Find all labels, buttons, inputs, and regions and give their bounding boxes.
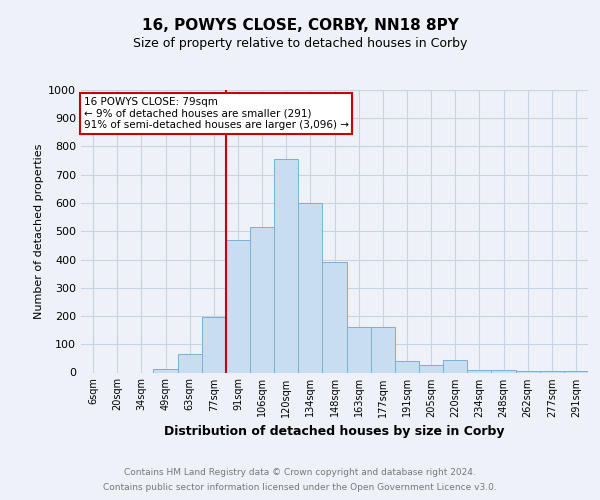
Text: 16, POWYS CLOSE, CORBY, NN18 8PY: 16, POWYS CLOSE, CORBY, NN18 8PY — [142, 18, 458, 32]
Bar — [419, 366, 443, 372]
Bar — [564, 371, 588, 372]
Text: Size of property relative to detached houses in Corby: Size of property relative to detached ho… — [133, 38, 467, 51]
Bar — [322, 262, 347, 372]
Bar — [443, 360, 467, 372]
Bar — [347, 328, 371, 372]
Text: Contains HM Land Registry data © Crown copyright and database right 2024.: Contains HM Land Registry data © Crown c… — [124, 468, 476, 477]
Bar — [371, 328, 395, 372]
Bar — [467, 370, 491, 372]
Text: 16 POWYS CLOSE: 79sqm
← 9% of detached houses are smaller (291)
91% of semi-deta: 16 POWYS CLOSE: 79sqm ← 9% of detached h… — [83, 97, 349, 130]
Bar — [515, 371, 540, 372]
Bar — [202, 318, 226, 372]
Text: Contains public sector information licensed under the Open Government Licence v3: Contains public sector information licen… — [103, 483, 497, 492]
Y-axis label: Number of detached properties: Number of detached properties — [34, 144, 44, 319]
Bar — [226, 240, 250, 372]
Bar — [491, 370, 515, 372]
Bar — [395, 361, 419, 372]
Bar — [298, 203, 322, 372]
Bar — [154, 369, 178, 372]
Bar — [540, 371, 564, 372]
X-axis label: Distribution of detached houses by size in Corby: Distribution of detached houses by size … — [164, 425, 505, 438]
Bar — [178, 354, 202, 372]
Bar — [250, 227, 274, 372]
Bar — [274, 159, 298, 372]
